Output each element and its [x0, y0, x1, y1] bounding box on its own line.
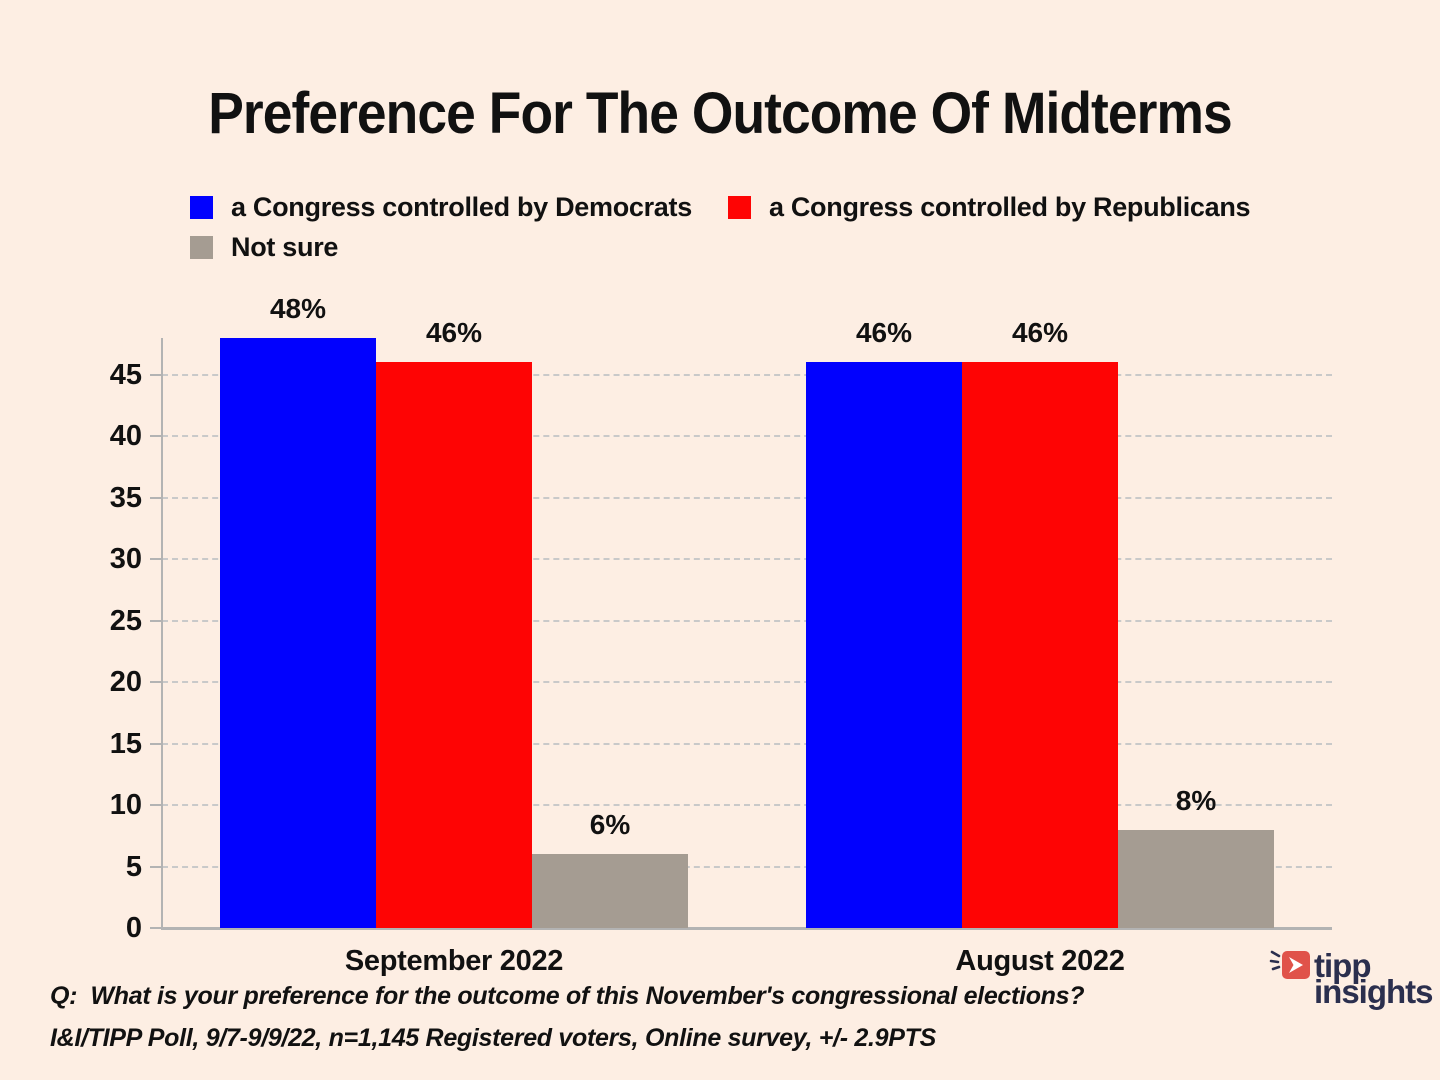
bar-value-label-a-congress-controlled-by-republicans-september-2022: 46% [425, 317, 483, 349]
y-tick-label-15: 15 [109, 727, 142, 760]
bar-a-congress-controlled-by-democrats-august-2022 [806, 362, 962, 928]
gridline-25 [162, 619, 1332, 622]
y-tick-mark-10 [150, 804, 162, 806]
y-tick-label-45: 45 [109, 358, 142, 391]
y-tick-mark-20 [150, 681, 162, 683]
bar-value-label-a-congress-controlled-by-democrats-september-2022: 48% [269, 292, 327, 324]
chart-title: Preference For The Outcome Of Midterms [208, 81, 1233, 146]
gridline-40 [162, 435, 1332, 437]
legend-swatch-a-congress-controlled-by-democrats [190, 196, 213, 219]
bar-not-sure-september-2022 [532, 854, 688, 928]
bar-a-congress-controlled-by-democrats-september-2022 [220, 337, 376, 928]
bar-value-label-not-sure-september-2022: 6% [589, 809, 631, 841]
category-label-september-2022: September 2022 [344, 945, 564, 977]
y-tick-mark-15 [150, 742, 162, 745]
bar-value-label-a-congress-controlled-by-democrats-august-2022: 46% [855, 317, 913, 349]
y-tick-mark-0 [150, 927, 162, 929]
gridline-10 [162, 804, 1332, 806]
tipp-insights-logo: tipp insights [1268, 948, 1434, 1010]
y-tick-mark-35 [150, 496, 162, 499]
bar-value-label-a-congress-controlled-by-republicans-august-2022: 46% [1011, 317, 1069, 349]
bar-a-congress-controlled-by-republicans-august-2022 [962, 362, 1118, 928]
y-tick-label-20: 20 [109, 666, 142, 698]
x-axis-line [161, 927, 1332, 930]
y-tick-label-0: 0 [125, 912, 142, 944]
y-tick-label-35: 35 [109, 481, 142, 514]
legend-swatch-a-congress-controlled-by-republicans [727, 196, 751, 219]
bar-value-label-not-sure-august-2022: 8% [1175, 784, 1217, 816]
y-tick-mark-30 [150, 558, 162, 560]
gridline-20 [162, 681, 1332, 683]
y-tick-label-10: 10 [109, 789, 142, 821]
legend-item-not-sure: Not sure [190, 232, 338, 263]
gridline-35 [162, 496, 1332, 499]
bar-not-sure-august-2022 [1118, 829, 1274, 928]
y-tick-mark-25 [150, 619, 162, 622]
gridline-30 [162, 558, 1332, 560]
legend-label: a Congress controlled by Democrats [231, 192, 692, 222]
y-tick-label-5: 5 [125, 850, 142, 883]
logo-text-tipp: tipp [1314, 946, 1371, 984]
category-label-august-2022: August 2022 [955, 945, 1125, 977]
gridline-5 [162, 865, 1332, 868]
legend-item-a-congress-controlled-by-democrats: a Congress controlled by Democrats [190, 192, 692, 223]
y-tick-label-40: 40 [109, 420, 142, 452]
legend-swatch-not-sure [190, 236, 213, 259]
legend-label: Not sure [231, 232, 339, 262]
y-tick-label-25: 25 [109, 604, 142, 637]
bar-a-congress-controlled-by-republicans-september-2022 [376, 362, 532, 928]
logo-text-insights: insights [1314, 973, 1434, 1010]
gridline-15 [162, 742, 1332, 745]
tipp-arrow-icon [1269, 950, 1310, 979]
y-tick-label-30: 30 [109, 543, 142, 575]
gridline-45 [162, 373, 1332, 376]
y-tick-mark-45 [150, 373, 162, 376]
legend: a Congress controlled by Democrats a Cong… [190, 192, 1350, 263]
y-axis-line [161, 338, 163, 930]
y-tick-mark-40 [150, 435, 162, 437]
legend-item-a-congress-controlled-by-republicans: a Congress controlled by Republicans [727, 192, 1251, 223]
footer-source: I&I/TIPP Poll, 9/7-9/9/22, n=1,145 Regis… [50, 1024, 936, 1052]
logo-row: tipp [1268, 948, 1433, 982]
footer-question: Q: What is your preference for the outco… [50, 982, 1085, 1010]
y-tick-mark-5 [150, 865, 162, 868]
legend-label: a Congress controlled by Republicans [768, 192, 1251, 222]
